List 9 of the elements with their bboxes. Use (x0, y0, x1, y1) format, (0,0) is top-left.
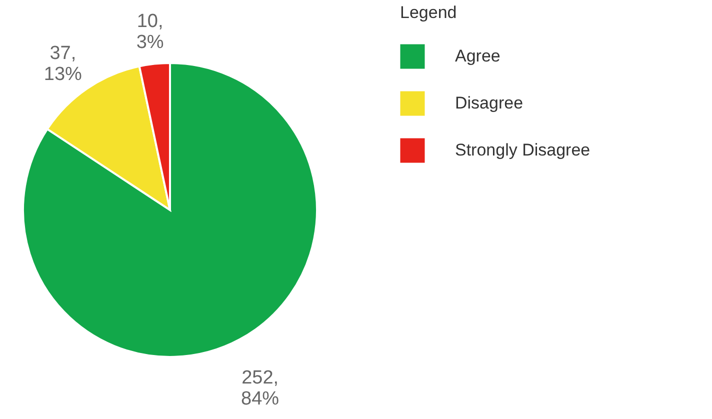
pie-slice (22, 62, 318, 358)
pie-slice (46, 65, 171, 211)
legend-label: Agree (455, 46, 500, 66)
legend-label: Strongly Disagree (455, 140, 590, 160)
legend-label: Disagree (455, 94, 524, 112)
legend-title: Legend (400, 3, 457, 22)
data-label: 252, 84% (241, 367, 280, 410)
data-label: 10, 3% (136, 11, 164, 54)
data-label: 37, 13% (44, 43, 82, 86)
